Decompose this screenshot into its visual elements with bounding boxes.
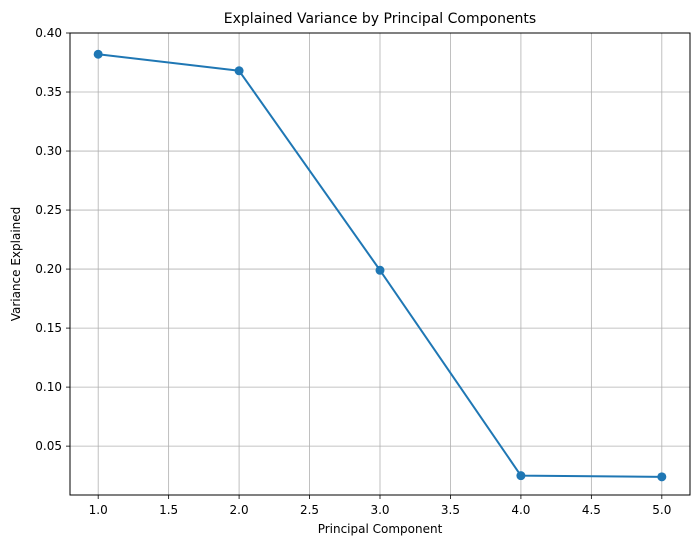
x-tick-label: 4.5 (582, 503, 601, 517)
grid (70, 32, 690, 495)
data-point (657, 472, 667, 482)
y-axis-label: Variance Explained (9, 207, 23, 322)
data-point (516, 471, 526, 481)
y-ticks: 0.05 0.10 0.15 0.20 0.25 0.30 0.35 0.40 (35, 26, 70, 453)
y-tick-label: 0.20 (35, 262, 62, 276)
data-point (375, 265, 385, 275)
x-tick-label: 3.5 (441, 503, 460, 517)
y-tick-label: 0.25 (35, 203, 62, 217)
y-tick-label: 0.40 (35, 26, 62, 40)
x-tick-label: 2.0 (230, 503, 249, 517)
data-point (234, 66, 244, 76)
x-tick-label: 2.5 (300, 503, 319, 517)
y-tick-label: 0.35 (35, 85, 62, 99)
y-tick-label: 0.30 (35, 144, 62, 158)
plot-frame (69, 32, 691, 496)
x-ticks: 1.0 1.5 2.0 2.5 3.0 3.5 4.0 4.5 5.0 (89, 495, 671, 517)
x-tick-label: 4.0 (511, 503, 530, 517)
x-axis-label: Principal Component (318, 522, 443, 536)
y-tick-label: 0.05 (35, 439, 62, 453)
x-tick-label: 1.5 (159, 503, 178, 517)
x-tick-label: 5.0 (652, 503, 671, 517)
x-tick-label: 3.0 (370, 503, 389, 517)
data-point (93, 49, 103, 59)
chart-title: Explained Variance by Principal Componen… (224, 11, 536, 27)
y-tick-label: 0.10 (35, 380, 62, 394)
data-points (93, 49, 667, 482)
y-tick-label: 0.15 (35, 321, 62, 335)
x-tick-label: 1.0 (89, 503, 108, 517)
